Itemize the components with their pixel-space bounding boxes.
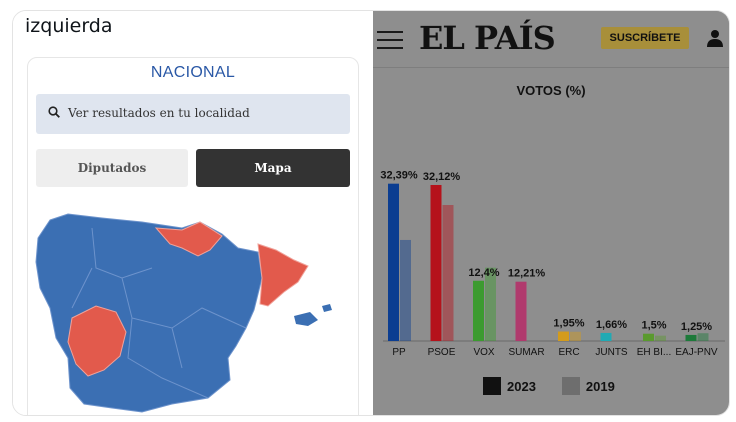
bar-2023-eaj-pnv (685, 334, 697, 341)
category-label-pp: PP (392, 347, 406, 358)
news-header: EL PAÍS SUSCRÍBETE (373, 11, 729, 68)
category-label-sumar: SUMAR (508, 347, 544, 358)
bar-2023-sumar (515, 281, 527, 341)
legend-swatch-2019 (561, 377, 580, 395)
value-label-pp: 32,39% (380, 170, 418, 182)
panel-heading: NACIONAL (150, 64, 236, 81)
category-label-junts: JUNTS (595, 347, 628, 358)
legend-item-2023: 2023 (483, 377, 536, 395)
subscribe-button[interactable]: SUSCRÍBETE (601, 27, 689, 49)
map-region-psoe-catalonia (257, 243, 309, 307)
value-label-eh bi...: 1,5% (641, 320, 666, 332)
value-label-erc: 1,95% (553, 318, 584, 330)
value-label-eaj-pnv: 1,25% (681, 321, 712, 333)
map-region-psoe-north (154, 221, 223, 257)
bar-2023-pp (388, 183, 399, 341)
bar-2019-psoe (442, 205, 454, 341)
bar-2023-psoe (430, 184, 442, 341)
legend-label-2019: 2019 (585, 378, 615, 394)
hamburger-icon[interactable] (377, 31, 403, 55)
category-label-eaj-pnv: EAJ-PNV (675, 347, 718, 358)
category-label-vox: VOX (473, 347, 494, 358)
category-label-eh bi...: EH BI... (637, 347, 671, 358)
results-card: NACIONAL Ver resultados en tu localidad … (27, 57, 359, 415)
map-balearic-islands (294, 304, 332, 326)
value-label-psoe: 32,12% (423, 171, 461, 183)
category-label-erc: ERC (558, 347, 579, 358)
legend-label-2023: 2023 (507, 378, 536, 394)
search-box[interactable]: Ver resultados en tu localidad (36, 94, 350, 134)
bar-2019-vox (485, 267, 496, 341)
tweet-media-frame: izquierda NACIONAL Ver resultados en tu … (12, 10, 730, 416)
legend-swatch-2023 (483, 377, 501, 395)
bar-2023-eh bi... (643, 333, 654, 341)
site-logo[interactable]: EL PAÍS (419, 19, 556, 57)
votes-bar-chart: 32,39% PP 32,12% PSOE 12,4% VOX 12,21% SUMAR 1,9… (380, 170, 725, 358)
spain-results-map (35, 213, 332, 413)
bar-2023-erc (558, 331, 569, 341)
value-label-sumar: 12,21% (508, 268, 546, 280)
chart-legend: 2023 2019 (483, 377, 615, 395)
chart-title: VOTOS (%) (516, 83, 586, 98)
map-region-psoe-extremadura (67, 305, 127, 377)
tweet-text: izquierda (25, 15, 113, 37)
tab-mapa[interactable]: Mapa (196, 149, 350, 187)
search-icon (48, 106, 60, 118)
value-label-junts: 1,66% (596, 319, 627, 331)
map-region-pp (35, 213, 263, 413)
legend-item-2019: 2019 (561, 377, 615, 395)
bar-2019-erc (570, 331, 581, 341)
value-label-vox: 12,4% (468, 267, 499, 279)
bar-2019-eaj-pnv (697, 333, 709, 341)
tab-diputados[interactable]: Diputados (36, 149, 188, 187)
user-icon[interactable] (707, 29, 723, 47)
bar-2023-junts (600, 332, 612, 341)
category-label-psoe: PSOE (428, 347, 456, 358)
bar-2019-pp (400, 239, 411, 341)
bar-2023-vox (473, 280, 484, 341)
search-placeholder: Ver resultados en tu localidad (68, 106, 250, 120)
bar-2019-eh bi... (655, 335, 666, 341)
el-pais-screenshot: EL PAÍS SUSCRÍBETE VOTOS (%) 32,39% PP 32,… (373, 11, 729, 415)
results-screenshot: izquierda NACIONAL Ver resultados en tu … (13, 11, 373, 415)
